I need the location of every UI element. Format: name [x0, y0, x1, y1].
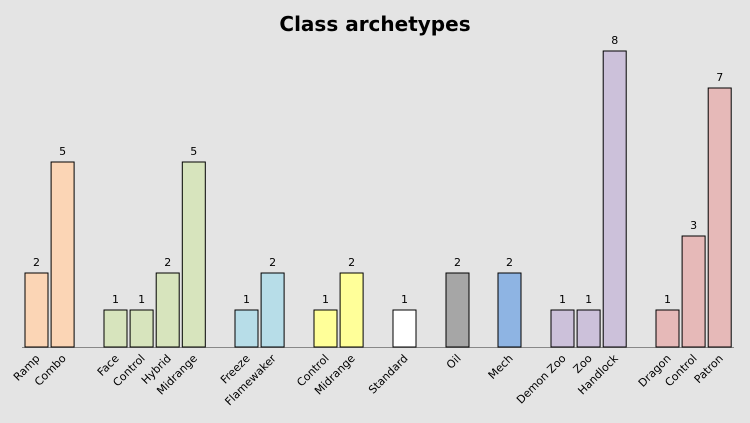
bar: [50, 161, 75, 348]
data-label: 1: [322, 293, 329, 306]
data-label: 1: [243, 293, 250, 306]
bar: [234, 309, 259, 348]
bar: [103, 309, 128, 348]
bar: [602, 50, 627, 348]
x-tick-label: Demon Zoo: [514, 352, 569, 407]
data-label: 2: [348, 256, 355, 269]
bar: [129, 309, 154, 348]
chart-title: Class archetypes: [279, 12, 471, 36]
bar: [313, 309, 338, 348]
bar: [260, 272, 285, 348]
bar: [181, 161, 206, 348]
bar: [681, 235, 706, 348]
data-label: 5: [190, 145, 197, 158]
bar: [576, 309, 601, 348]
data-label: 1: [138, 293, 145, 306]
bar: [445, 272, 470, 348]
data-label: 5: [59, 145, 66, 158]
bar: [392, 309, 417, 348]
data-label: 8: [611, 34, 618, 47]
bar: [497, 272, 522, 348]
data-label: 2: [33, 256, 40, 269]
data-label: 1: [112, 293, 119, 306]
x-tick-label: Patron: [692, 352, 726, 386]
data-label: 2: [454, 256, 461, 269]
data-label: 3: [690, 219, 697, 232]
data-label: 2: [269, 256, 276, 269]
bar: [24, 272, 49, 348]
bar: [339, 272, 364, 348]
bar: [707, 87, 732, 348]
x-tick-label: Standard: [366, 352, 411, 397]
bar: [550, 309, 575, 348]
x-tick-label: Oil: [444, 352, 464, 372]
data-label: 2: [164, 256, 171, 269]
bar: [155, 272, 180, 348]
data-label: 7: [716, 71, 723, 84]
data-label: 1: [664, 293, 671, 306]
data-label: 1: [559, 293, 566, 306]
data-label: 2: [506, 256, 513, 269]
x-tick-label: Mech: [486, 352, 516, 382]
bar: [655, 309, 680, 348]
data-label: 1: [585, 293, 592, 306]
data-label: 1: [401, 293, 408, 306]
